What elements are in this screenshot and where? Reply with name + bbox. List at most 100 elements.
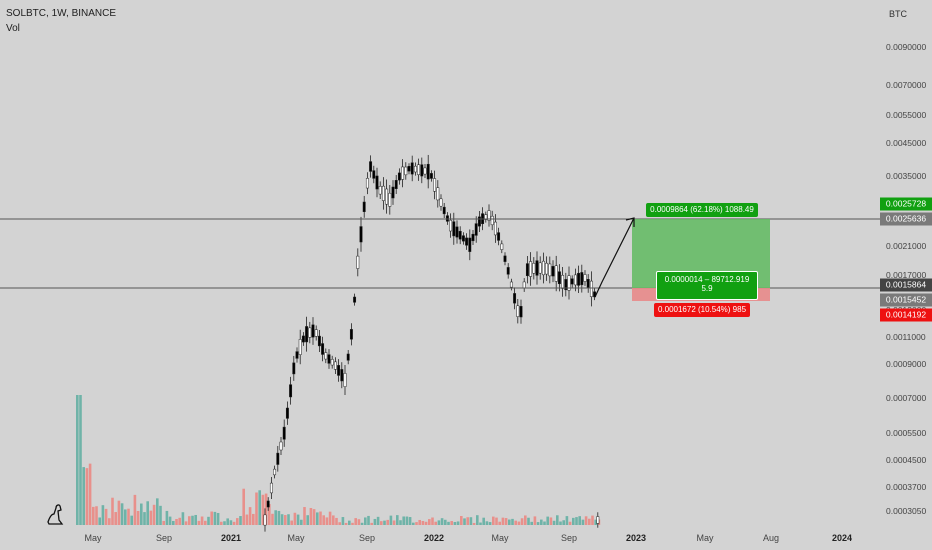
- candle-body: [548, 263, 552, 277]
- volume-bars: [76, 395, 601, 525]
- candle-body: [343, 373, 347, 387]
- candle-body: [330, 359, 334, 366]
- volume-bar: [485, 521, 489, 525]
- volume-bar: [338, 522, 341, 525]
- volume-bar: [127, 508, 130, 525]
- volume-bar: [319, 511, 322, 525]
- volume-bar: [364, 517, 367, 525]
- volume-bar: [341, 517, 345, 525]
- candle-body: [337, 365, 341, 376]
- volume-bar: [479, 522, 482, 525]
- candle-body: [417, 164, 421, 175]
- candle-body: [455, 226, 459, 238]
- volume-bar: [440, 518, 444, 525]
- candle-body: [573, 274, 577, 286]
- target-info-box[interactable]: 0.0009864 (62.18%) 1088.49: [646, 203, 758, 217]
- current-price-tag: 0.0015452: [880, 293, 932, 307]
- volume-bar: [98, 517, 101, 525]
- volume-bar: [591, 515, 594, 525]
- time-tick-label: 2023: [625, 533, 647, 543]
- volume-bar: [444, 519, 447, 525]
- volume-indicator-label[interactable]: Vol: [6, 23, 20, 34]
- volume-bar: [370, 522, 373, 525]
- price-tick-label: 0.0045000: [886, 138, 927, 148]
- volume-bar: [399, 520, 402, 525]
- candle-body: [439, 198, 443, 207]
- candle-body: [410, 162, 414, 175]
- candle-body: [529, 261, 533, 277]
- tradingview-logo-icon[interactable]: [44, 500, 70, 526]
- candle-body: [567, 275, 571, 291]
- volume-bar: [290, 520, 293, 525]
- volume-bar: [533, 516, 537, 525]
- volume-bar: [149, 510, 153, 525]
- volume-bar: [348, 520, 351, 525]
- volume-bar: [325, 517, 329, 525]
- candle-body: [349, 329, 353, 340]
- volume-bar: [437, 520, 441, 525]
- volume-bar: [568, 521, 572, 525]
- candle-body: [394, 180, 398, 189]
- price-tick-label: 0.0003050: [886, 506, 927, 516]
- volume-bar: [434, 521, 437, 525]
- volume-bar: [456, 521, 460, 525]
- candle-body: [442, 206, 446, 215]
- volume-bar: [530, 521, 533, 525]
- price-tick-label: 0.0007000: [886, 393, 927, 403]
- entry-quantity-label: 0.0000014 – 89712.919: [664, 275, 750, 284]
- volume-bar: [415, 522, 418, 525]
- volume-bar: [536, 522, 540, 525]
- volume-bar: [322, 515, 325, 525]
- volume-bar: [95, 506, 98, 525]
- volume-bar: [271, 513, 274, 525]
- entry-info-box[interactable]: 0.0000014 – 89712.919 5.9: [656, 271, 758, 300]
- price-tick-label: 0.0003700: [886, 482, 927, 492]
- candle-body: [266, 500, 270, 508]
- volume-bar: [469, 517, 473, 525]
- price-tick-label: 0.0021000: [886, 241, 927, 251]
- volume-bar: [136, 510, 140, 525]
- volume-bar: [412, 522, 415, 525]
- volume-bar: [588, 518, 591, 525]
- volume-bar: [354, 518, 357, 525]
- candle-body: [471, 233, 475, 242]
- volume-bar: [540, 519, 543, 525]
- candle-body: [359, 226, 363, 243]
- candle-body: [279, 441, 283, 451]
- candle-body: [327, 354, 331, 364]
- stop-info-box[interactable]: 0.0001672 (10.54%) 985: [654, 303, 750, 317]
- volume-bar: [431, 517, 434, 525]
- candle-body: [541, 260, 545, 276]
- volume-bar: [216, 512, 220, 525]
- candle-body: [353, 296, 357, 303]
- volume-bar: [239, 516, 242, 525]
- volume-bar: [527, 517, 530, 525]
- time-tick-label: Sep: [155, 533, 173, 543]
- candle-body: [314, 329, 318, 337]
- volume-bar: [280, 514, 284, 525]
- volume-bar: [524, 515, 527, 525]
- volume-bar: [261, 494, 265, 525]
- volume-bar: [328, 511, 332, 525]
- volume-bar: [140, 503, 143, 525]
- volume-bar: [581, 519, 585, 525]
- volume-bar: [76, 395, 79, 525]
- symbol-title[interactable]: SOLBTC, 1W, BINANCE: [6, 8, 117, 19]
- candle-body: [493, 221, 497, 236]
- volume-bar: [306, 515, 309, 525]
- projection-arrow[interactable]: [594, 217, 635, 298]
- volume-bar: [284, 515, 287, 525]
- volume-bar: [383, 520, 386, 525]
- volume-bar: [220, 521, 223, 525]
- volume-bar: [184, 521, 188, 525]
- candle-body: [356, 255, 360, 269]
- volume-bar: [152, 504, 156, 525]
- volume-bar: [248, 507, 252, 525]
- candle-body: [465, 237, 469, 246]
- candle-body: [426, 163, 430, 180]
- candle-body: [413, 165, 417, 173]
- volume-bar: [498, 521, 501, 525]
- volume-bar: [549, 517, 553, 525]
- candle-body: [346, 353, 350, 361]
